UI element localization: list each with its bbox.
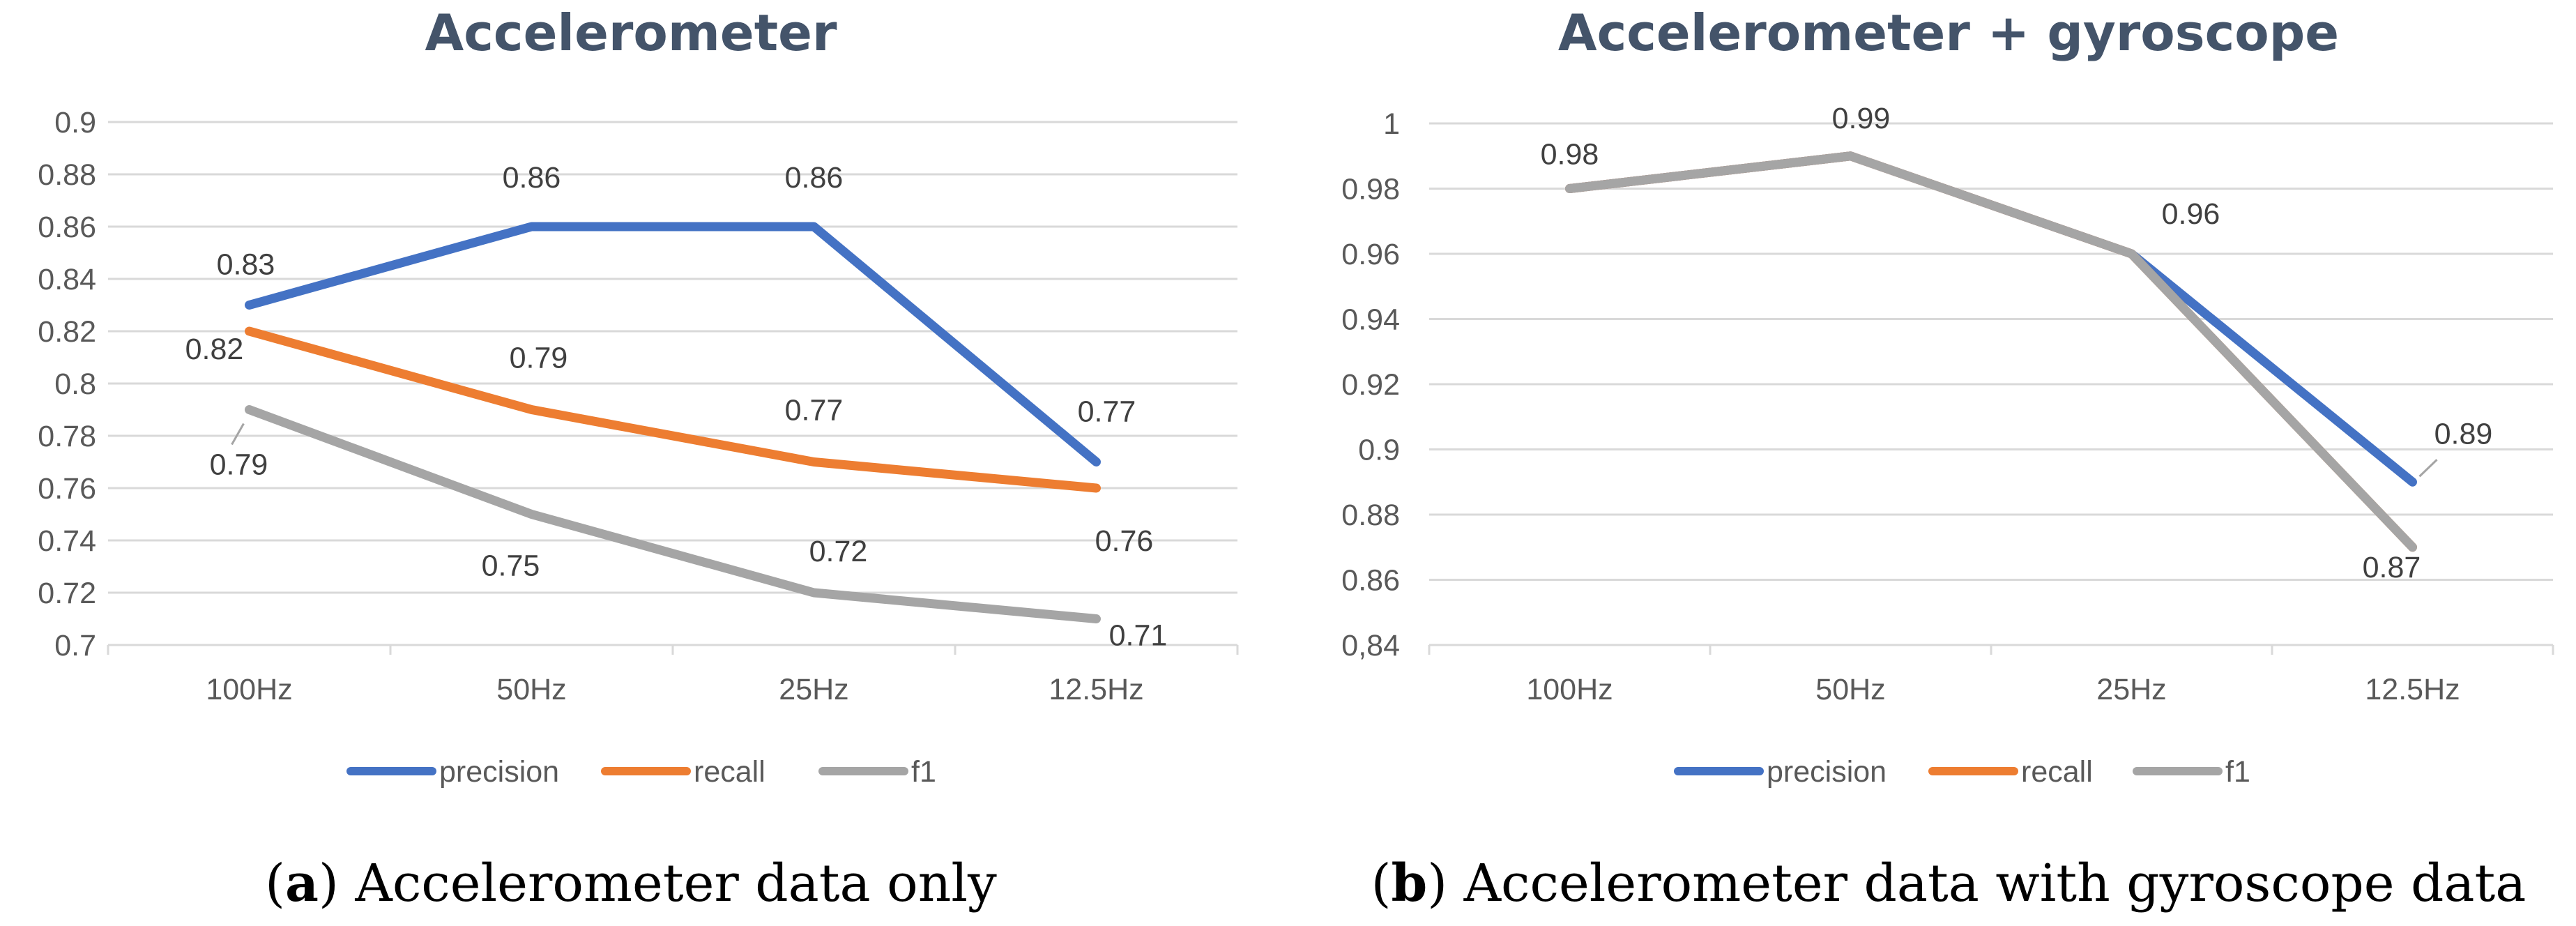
- chart-b-y-tick-label: 0.86: [1341, 564, 1400, 598]
- chart-b-data-label-precision: 0.99: [1832, 102, 1891, 135]
- chart-b-y-tick-label: 0.9: [1358, 434, 1400, 467]
- chart-a-line-precision: [245, 222, 1101, 466]
- chart-a-x-tick-label: 25Hz: [779, 673, 848, 706]
- chart-a-data-label-recall: 0.76: [1095, 524, 1154, 558]
- chart-a-data-label-recall: 0.77: [785, 394, 844, 427]
- chart-a-y-tick-label: 0.72: [38, 577, 96, 610]
- chart-a-gridlines: [108, 121, 1237, 646]
- chart-b-leader-line: [2418, 459, 2438, 478]
- chart-a-data-label-f1: 0.75: [482, 549, 540, 583]
- chart-a-y-axis: 0.7 0.72 0.74 0.76 0.78 0.8 0.82 0.84 0.86 0.88 0.…: [38, 106, 96, 662]
- chart-b-x-tick-label: 12.5Hz: [2365, 673, 2460, 706]
- chart-a-y-tick-label: 0.76: [38, 472, 96, 506]
- chart-b-y-tick-label: 0.92: [1341, 368, 1400, 402]
- chart-b-y-tick-label: 0.96: [1341, 238, 1400, 271]
- chart-a-x-tick-label: 100Hz: [206, 673, 292, 706]
- chart-b-data-labels: 0.98 0.99 0.96 0.89 0.87: [1541, 102, 2493, 584]
- chart-a-y-tick-label: 0.7: [54, 629, 96, 662]
- chart-a-data-labels: 0.83 0.86 0.86 0.77 0.82 0.79 0.77 0.76 0.79 0.75…: [185, 161, 1168, 653]
- chart-a-x-tick-label: 50Hz: [496, 673, 566, 706]
- chart-a-line-recall: [245, 326, 1101, 493]
- chart-a-y-tick-label: 0.86: [38, 211, 96, 244]
- chart-a-data-label-precision: 0.77: [1078, 395, 1136, 429]
- chart-a-x-axis: 100Hz 50Hz 25Hz 12.5Hz: [107, 645, 1239, 706]
- chart-a-y-tick-label: 0.8: [54, 367, 96, 401]
- chart-b-line-f1: [1565, 151, 2417, 552]
- chart-b-x-tick-label: 25Hz: [2096, 673, 2166, 706]
- chart-a-y-tick-label: 0.78: [38, 420, 96, 453]
- chart-b-legend-precision: precision: [1767, 755, 1887, 789]
- chart-a-data-label-precision: 0.83: [217, 248, 275, 282]
- chart-a-x-tick-label: 12.5Hz: [1049, 673, 1143, 706]
- chart-a-legend-precision: precision: [439, 755, 559, 789]
- chart-b-y-tick-label: 1: [1383, 107, 1400, 141]
- chart-a-legend-recall: recall: [694, 755, 765, 789]
- chart-a-legend: precision recall f1: [346, 755, 936, 789]
- chart-a-data-label-precision: 0.86: [785, 161, 844, 195]
- chart-a-data-label-recall: 0.79: [510, 342, 568, 375]
- chart-a: Accelerometer 0.7 0.72 0.74 0.76 0.78 0.8 0.82…: [38, 3, 1239, 913]
- chart-a-data-label-f1: 0.79: [210, 448, 268, 482]
- chart-b: Accelerometer + gyroscope 0,84 0.86 0.88 0.…: [1341, 3, 2554, 913]
- chart-b-data-label-f1: 0.87: [2363, 551, 2421, 584]
- chart-a-y-tick-label: 0.84: [38, 263, 96, 296]
- chart-a-data-label-f1: 0.72: [809, 535, 868, 568]
- chart-a-caption: (a) Accelerometer data only: [265, 853, 997, 913]
- chart-b-data-label-precision: 0.98: [1541, 138, 1599, 172]
- chart-b-series: [1565, 151, 2417, 552]
- chart-a-data-label-recall: 0.82: [185, 333, 244, 366]
- chart-a-title: Accelerometer: [425, 3, 837, 62]
- chart-b-data-label-precision: 0.96: [2162, 197, 2220, 231]
- chart-a-data-label-precision: 0.86: [503, 161, 561, 195]
- chart-b-x-tick-label: 100Hz: [1526, 673, 1613, 706]
- chart-b-y-tick-label: 0.88: [1341, 499, 1400, 532]
- chart-b-legend: precision recall f1: [1674, 755, 2250, 789]
- chart-a-leader-line: [231, 423, 245, 446]
- chart-a-data-label-f1: 0.71: [1109, 619, 1168, 653]
- chart-b-title: Accelerometer + gyroscope: [1558, 3, 2339, 62]
- chart-b-y-axis: 0,84 0.86 0.88 0.9 0.92 0.94 0.96 0.98 1: [1341, 107, 1400, 662]
- chart-a-y-tick-label: 0.82: [38, 315, 96, 349]
- chart-b-line-recall: [1565, 151, 2417, 552]
- chart-b-caption: (b) Accelerometer data with gyroscope da…: [1371, 853, 2527, 913]
- chart-b-x-tick-label: 50Hz: [1815, 673, 1885, 706]
- chart-b-legend-recall: recall: [2021, 755, 2093, 789]
- chart-b-legend-f1: f1: [2225, 755, 2250, 789]
- chart-a-legend-f1: f1: [911, 755, 936, 789]
- chart-b-x-axis: 100Hz 50Hz 25Hz 12.5Hz: [1428, 645, 2554, 706]
- chart-b-data-label-precision: 0.89: [2434, 417, 2493, 450]
- chart-a-y-tick-label: 0.9: [54, 106, 96, 139]
- chart-b-y-tick-label: 0,84: [1341, 629, 1400, 662]
- chart-a-series: [245, 222, 1101, 623]
- chart-b-gridlines: [1429, 122, 2553, 646]
- chart-a-y-tick-label: 0.74: [38, 524, 96, 558]
- chart-a-line-f1: [245, 405, 1101, 623]
- chart-b-y-tick-label: 0.98: [1341, 173, 1400, 206]
- chart-a-y-tick-label: 0.88: [38, 158, 96, 192]
- chart-b-y-tick-label: 0.94: [1341, 303, 1400, 337]
